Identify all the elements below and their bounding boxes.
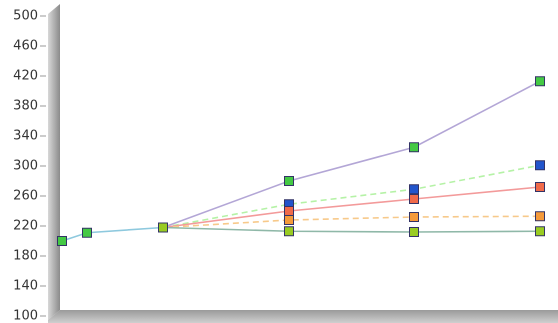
series-line	[162, 215, 541, 229]
x-axis-floor	[48, 310, 558, 323]
y-axis-wall	[48, 4, 60, 320]
point-marker	[535, 211, 545, 222]
y-tick-label: 380	[13, 99, 38, 114]
y-tick-label: 300	[13, 159, 38, 174]
point-marker	[535, 182, 545, 192]
point-marker	[535, 76, 545, 87]
y-tick-label: 420	[13, 69, 38, 84]
point-marker	[284, 215, 294, 225]
point-marker	[409, 184, 419, 195]
point-marker	[82, 227, 92, 238]
y-tick-label: 500	[13, 9, 38, 24]
series-line	[162, 186, 541, 229]
y-tick-label: 100	[13, 309, 38, 323]
point-marker	[409, 212, 419, 222]
point-marker	[535, 160, 545, 171]
y-tick-label: 180	[13, 249, 38, 264]
series-line	[162, 164, 541, 229]
point-marker	[158, 222, 168, 233]
y-tick-label: 340	[13, 129, 38, 144]
point-marker	[284, 226, 294, 237]
point-marker	[409, 142, 419, 153]
point-marker	[57, 236, 67, 246]
y-tick-label: 460	[13, 39, 38, 54]
point-marker	[409, 227, 419, 237]
y-tick-label: 220	[13, 219, 38, 234]
point-marker	[535, 226, 545, 237]
point-marker	[284, 206, 294, 216]
point-marker	[284, 176, 294, 186]
series-line	[61, 226, 164, 242]
y-tick-label: 260	[13, 189, 38, 204]
series-line	[162, 226, 541, 233]
point-marker	[409, 194, 419, 204]
series-line	[162, 80, 541, 229]
y-tick-label: 140	[13, 279, 38, 294]
